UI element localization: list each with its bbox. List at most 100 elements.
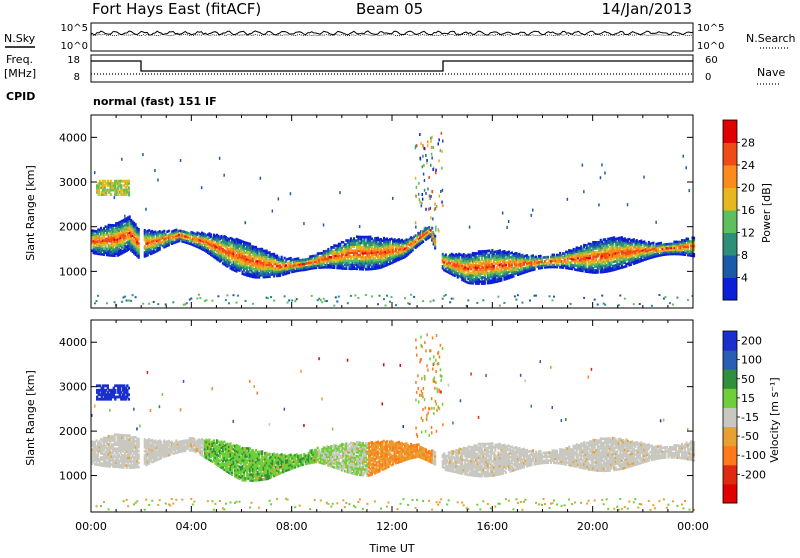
scatter-cell [655, 221, 657, 224]
noise-search-trace [91, 34, 693, 35]
scatter-cell [497, 296, 499, 298]
y-tick-label: 3000 [59, 176, 87, 189]
scatter-cell [323, 298, 325, 300]
scatter-cell [482, 299, 484, 301]
scatter-cell [535, 295, 537, 297]
scatter-cell [379, 295, 381, 297]
scatter-cell [627, 203, 629, 206]
data-cell [528, 256, 530, 259]
spike-cell [431, 234, 433, 237]
nave-tick-bottom: 0 [705, 72, 711, 83]
scatter-cell [321, 301, 323, 303]
spike-cell [425, 227, 427, 230]
scatter-cell [333, 305, 335, 307]
scatter-cell [94, 302, 96, 304]
scatter-cell [291, 300, 293, 302]
scatter-cell [126, 499, 128, 501]
spike-cell [419, 133, 421, 136]
scatter-cell [233, 294, 235, 296]
scatter-cell [311, 295, 313, 297]
noise-tick-top-right: 10^5 [697, 23, 724, 34]
scatter-cell [225, 299, 227, 301]
scatter-cell [570, 303, 572, 305]
scatter-cell [643, 176, 645, 179]
spike-cell [435, 226, 437, 229]
scatter-cell [521, 302, 523, 304]
spike-cell [438, 138, 440, 141]
spike-cell [431, 146, 433, 149]
cpid-label: CPID [6, 90, 35, 103]
spike-cell [422, 193, 424, 196]
scatter-cell [624, 298, 626, 300]
scatter-cell [142, 303, 144, 305]
scatter-cell [386, 295, 388, 297]
scatter-cell [121, 158, 123, 161]
scatter-cell [172, 301, 174, 303]
nave-tick-top: 60 [705, 55, 718, 66]
scatter-cell [517, 294, 519, 296]
scatter-cell [430, 207, 432, 210]
scatter-cell [135, 296, 137, 298]
noise-tick-bottom-left: 10^0 [61, 41, 88, 52]
scatter-cell [604, 304, 606, 306]
scatter-cell [228, 302, 230, 304]
data-cell [281, 256, 283, 259]
scatter-cell [598, 203, 600, 206]
scatter-cell [136, 427, 138, 430]
scatter-cell [582, 164, 584, 167]
colorbar-segment [723, 188, 737, 211]
scatter-cell [153, 301, 155, 303]
spike-cell [435, 169, 437, 172]
scatter-cell [449, 301, 451, 303]
scatter-cell [272, 210, 274, 213]
patch-cell [110, 193, 112, 196]
spike-cell [438, 230, 440, 233]
colorbar-tick-label: 20 [741, 182, 755, 195]
scatter-cell [335, 296, 337, 298]
scatter-cell [245, 300, 247, 302]
colorbar-segment [723, 120, 737, 143]
scatter-cell [97, 295, 99, 297]
data-cell [129, 215, 131, 218]
scatter-cell [106, 302, 108, 304]
scatter-cell [245, 221, 247, 224]
spike-cell [422, 198, 424, 201]
scatter-cell [124, 296, 126, 298]
colorbar-tick-label: 12 [741, 227, 755, 240]
patch-cell [120, 184, 122, 187]
scatter-cell [323, 224, 325, 227]
scatter-cell [689, 189, 691, 192]
scatter-cell [385, 305, 387, 307]
spike-cell [424, 179, 426, 182]
freq-trace [91, 61, 693, 71]
scatter-cell [669, 302, 671, 304]
colorbar-segment [723, 210, 737, 233]
scatter-cell [532, 209, 534, 212]
scatter-cell [433, 300, 435, 302]
scatter-cell [347, 302, 349, 304]
scatter-cell [404, 297, 406, 299]
scatter-cell [658, 294, 660, 296]
scatter-cell [100, 505, 102, 507]
scatter-cell [676, 297, 678, 299]
data-cell [547, 256, 549, 259]
scatter-cell [236, 302, 238, 304]
scatter-cell [303, 222, 305, 225]
spike-cell [435, 229, 437, 232]
scatter-cell [94, 171, 96, 174]
scatter-cell [425, 154, 427, 157]
beam-title: Beam 05 [356, 0, 423, 18]
scatter-cell [109, 409, 111, 412]
scatter-cell [469, 226, 471, 229]
spike-cell [439, 195, 441, 198]
data-cell [687, 238, 689, 241]
spike-cell [435, 207, 437, 210]
scatter-cell [226, 294, 228, 296]
scatter-cell [350, 295, 352, 297]
velocity-heatmap-cells [91, 333, 695, 511]
spike-cell [429, 195, 431, 198]
scatter-cell [508, 220, 510, 223]
spike-cell [440, 149, 442, 152]
scatter-cell [336, 301, 338, 303]
